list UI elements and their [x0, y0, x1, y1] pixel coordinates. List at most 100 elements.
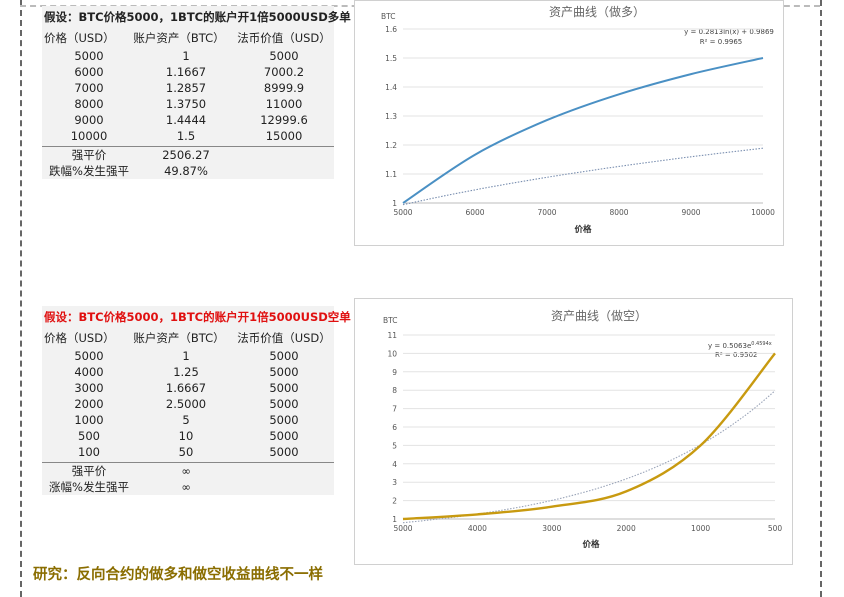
cell-fiat-value: 5000 — [269, 381, 299, 395]
x-axis-label: 价格 — [582, 539, 600, 550]
x-tick-label: 6000 — [465, 208, 484, 217]
cell-btc-assets: 1.3750 — [165, 97, 207, 111]
short-asset-curve-chart: 资产曲线（做空） BTC 价格 y = 0.5063e0.4594x R² = … — [383, 308, 782, 550]
trendline-r2: R² = 0.9502 — [715, 351, 757, 359]
cell-price: 10000 — [70, 129, 108, 143]
trendline-equation: y = 0.5063e0.4594x — [708, 341, 772, 350]
y-tick-label: 1 — [392, 199, 397, 208]
cell-price: 1000 — [74, 413, 104, 427]
cell-btc-assets: 5 — [182, 413, 190, 427]
summary-value: ∞ — [181, 464, 191, 478]
chart-title: 资产曲线（做多） — [549, 4, 645, 19]
cell-btc-assets: 2.5000 — [165, 397, 207, 411]
y-tick-label: 6 — [392, 423, 397, 432]
table-row: 100 50 5000 — [42, 444, 334, 460]
short-table-title: 假设：BTC价格5000，1BTC的账户开1倍5000USD空单 — [44, 310, 351, 324]
table-separator — [42, 146, 334, 147]
research-conclusion: 研究：反向合约的做多和做空收益曲线不一样 — [33, 566, 323, 583]
cell-fiat-value: 5000 — [269, 49, 299, 63]
long-scenario-table: 假设：BTC价格5000，1BTC的账户开1倍5000USD多单 价格（USD）… — [42, 6, 351, 179]
cell-btc-assets: 1.25 — [173, 365, 199, 379]
short-table-header: 价格（USD） 账户资产（BTC） 法币价值（USD） — [42, 328, 334, 348]
cell-price: 5000 — [74, 349, 104, 363]
y-tick-label: 8 — [392, 386, 397, 395]
long-asset-curve-chart: 资产曲线（做多） BTC 价格 y = 0.2813ln(x) + 0.9869… — [381, 4, 775, 235]
header-price: 价格（USD） — [44, 31, 115, 45]
cell-fiat-value: 5000 — [269, 413, 299, 427]
y-axis-label: BTC — [383, 316, 398, 325]
table-row: 2000 2.5000 5000 — [42, 396, 334, 412]
left-dashed-border — [20, 0, 22, 597]
x-tick-label: 5000 — [393, 208, 412, 217]
cell-btc-assets: 1.5 — [176, 129, 196, 143]
long-table-header: 价格（USD） 账户资产（BTC） 法币价值（USD） — [42, 28, 334, 48]
long-table-body: 5000 1 5000 6000 1.1667 7000.2 7000 1.2857 8999.… — [42, 48, 334, 179]
x-tick-label: 8000 — [609, 208, 628, 217]
table-summary-row: 涨幅%发生强平 ∞ — [42, 479, 334, 495]
short-chart-panel: 资产曲线（做空） BTC 价格 y = 0.5063e0.4594x R² = … — [354, 298, 793, 565]
trendline — [402, 147, 764, 206]
cell-price: 500 — [78, 429, 100, 443]
table-row: 500 10 5000 — [42, 428, 334, 444]
cell-price: 5000 — [74, 49, 104, 63]
cell-fiat-value: 7000.2 — [263, 65, 305, 79]
y-tick-label: 1.2 — [385, 141, 397, 150]
cell-btc-assets: 1.6667 — [165, 381, 207, 395]
y-tick-label: 10 — [387, 349, 397, 358]
cell-price: 2000 — [74, 397, 104, 411]
series-line — [402, 57, 764, 204]
y-tick-label: 1.4 — [385, 83, 397, 92]
plot-area: 1 1.1 1.2 1.3 1.4 1.5 1.6 5000 6000 7000 8000 9000 1… — [385, 25, 775, 217]
x-tick-label: 2000 — [617, 524, 636, 533]
cell-price: 3000 — [74, 381, 104, 395]
summary-label: 强平价 — [71, 464, 107, 478]
cell-fiat-value: 5000 — [269, 397, 299, 411]
y-tick-label: 7 — [392, 405, 397, 414]
header-fiat-value: 法币价值（USD） — [237, 331, 331, 345]
y-tick-label: 5 — [392, 441, 397, 450]
y-tick-label: 1 — [392, 515, 397, 524]
cell-fiat-value: 5000 — [269, 365, 299, 379]
x-tick-label: 5000 — [393, 524, 412, 533]
x-tick-label: 10000 — [751, 208, 775, 217]
summary-label: 强平价 — [71, 148, 107, 162]
trendline-equation-exponent: 0.4594x — [751, 341, 771, 347]
cell-fiat-value: 8999.9 — [263, 81, 305, 95]
table-summary-row: 跌幅%发生强平 49.87% — [42, 163, 334, 179]
header-btc-assets: 账户资产（BTC） — [133, 331, 225, 345]
y-tick-label: 11 — [387, 331, 397, 340]
x-tick-label: 500 — [768, 524, 783, 533]
table-summary-row: 强平价 2506.27 — [42, 147, 334, 163]
trendline — [402, 390, 776, 524]
chart-title: 资产曲线（做空） — [551, 308, 647, 323]
y-tick-label: 1.5 — [385, 54, 397, 63]
y-tick-label: 1.3 — [385, 112, 397, 121]
table-row: 1000 5 5000 — [42, 412, 334, 428]
long-chart-panel: 资产曲线（做多） BTC 价格 y = 0.2813ln(x) + 0.9869… — [354, 0, 784, 246]
x-tick-label: 9000 — [681, 208, 700, 217]
trendline-r2: R² = 0.9965 — [700, 38, 742, 46]
cell-fiat-value: 12999.6 — [260, 113, 308, 127]
cell-price: 8000 — [74, 97, 104, 111]
summary-label: 涨幅%发生强平 — [49, 480, 129, 494]
summary-label: 跌幅%发生强平 — [49, 164, 129, 178]
summary-value: ∞ — [181, 480, 191, 494]
table-row: 7000 1.2857 8999.9 — [42, 80, 334, 96]
table-row: 10000 1.5 15000 — [42, 128, 334, 144]
cell-btc-assets: 1.1667 — [165, 65, 207, 79]
table-row: 4000 1.25 5000 — [42, 364, 334, 380]
cell-price: 4000 — [74, 365, 104, 379]
cell-btc-assets: 1 — [182, 49, 190, 63]
x-tick-label: 4000 — [468, 524, 487, 533]
short-scenario-table: 假设：BTC价格5000，1BTC的账户开1倍5000USD空单 价格（USD）… — [42, 306, 351, 495]
y-axis-label: BTC — [381, 12, 396, 21]
series-line — [402, 352, 776, 521]
cell-fiat-value: 15000 — [265, 129, 303, 143]
cell-fiat-value: 5000 — [269, 429, 299, 443]
table-row: 9000 1.4444 12999.6 — [42, 112, 334, 128]
trendline-equation-base: y = 0.5063e — [708, 342, 751, 350]
cell-fiat-value: 5000 — [269, 349, 299, 363]
plot-area: 1 2 3 4 5 6 7 8 9 10 11 5000 4000 3000 2000 1000 500 — [387, 331, 782, 533]
y-tick-label: 1.6 — [385, 25, 397, 34]
cell-fiat-value: 11000 — [265, 97, 303, 111]
